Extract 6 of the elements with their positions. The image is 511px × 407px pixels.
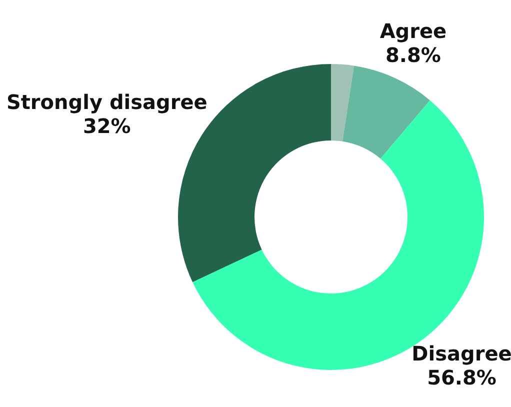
slice-label: Disagree — [412, 341, 511, 366]
slice-label: Strongly disagree — [6, 90, 208, 114]
data-label: 32% — [82, 114, 131, 138]
data-label: 8.8% — [385, 43, 441, 68]
data-label: 56.8% — [427, 365, 496, 390]
slice-label: Agree — [380, 19, 447, 44]
